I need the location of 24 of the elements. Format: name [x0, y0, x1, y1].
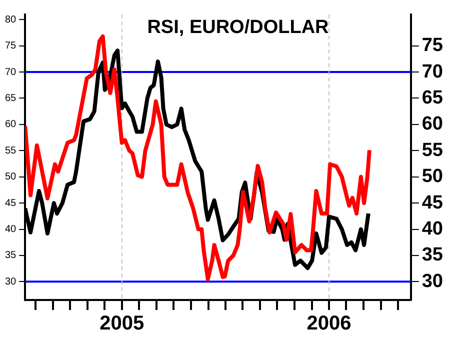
y-tick-label: 55 [5, 145, 17, 156]
y2-tick-label: 50 [422, 166, 444, 188]
y-tick-label: 40 [5, 224, 17, 236]
y2-tick-label: 70 [422, 61, 444, 82]
y-tick-label: 30 [5, 276, 17, 288]
y2-tick-label: 40 [422, 218, 444, 240]
y-tick-label: 65 [5, 92, 17, 104]
y2-tick-label: 45 [422, 192, 444, 214]
x-tick-label: 2006 [306, 312, 352, 335]
y-tick-label: 35 [5, 250, 17, 262]
x-tick-label: 2005 [100, 312, 144, 335]
y2-tick-label: 75 [422, 35, 444, 56]
y2-tick-label: 65 [422, 87, 444, 108]
y-tick-label: 50 [5, 172, 17, 183]
y2-tick-label: 35 [422, 244, 444, 266]
y2-tick-label: 55 [422, 140, 444, 161]
y-tick-label: 70 [5, 66, 17, 78]
y2-tick-label: 60 [422, 114, 444, 135]
y2-tick-label: 30 [422, 270, 444, 292]
y-tick-label: 60 [5, 119, 17, 130]
y-tick-label: 75 [5, 40, 17, 52]
y-tick-label: 80 [5, 14, 17, 26]
chart-title: RSI, EURO/DOLLAR [147, 17, 330, 38]
y-tick-label: 45 [5, 198, 17, 209]
